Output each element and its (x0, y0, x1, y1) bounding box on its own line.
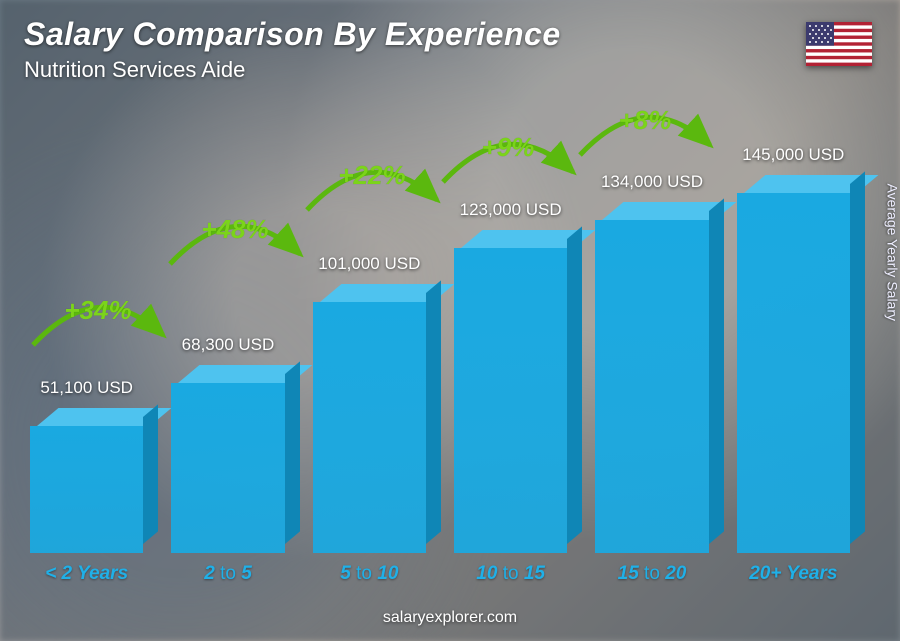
bar-value-label: 101,000 USD (318, 254, 420, 274)
bar-0: 51,100 USD < 2 Years (30, 378, 143, 585)
pct-increase-arrow: +22% (297, 150, 447, 220)
bar-value-label: 68,300 USD (182, 335, 275, 355)
bar-4: 134,000 USD 15 to 20 (595, 172, 708, 585)
bar-value-label: 123,000 USD (460, 200, 562, 220)
bar-3: 123,000 USD 10 to 15 (454, 200, 567, 585)
bar-shape (30, 408, 143, 553)
bar-category-label: 10 to 15 (476, 563, 545, 585)
bar-shape (737, 175, 850, 553)
header: Salary Comparison By Experience Nutritio… (24, 16, 561, 83)
bar-value-label: 51,100 USD (40, 378, 133, 398)
pct-increase-arrow: +8% (570, 95, 720, 165)
bar-shape (454, 230, 567, 553)
y-axis-label: Average Yearly Salary (884, 183, 900, 321)
bar-category-label: 5 to 10 (340, 563, 398, 585)
svg-text:+8%: +8% (619, 105, 672, 135)
pct-increase-arrow: +34% (23, 285, 173, 355)
bar-shape (313, 284, 426, 553)
svg-text:+9%: +9% (482, 132, 535, 162)
pct-increase-arrow: +48% (160, 204, 310, 274)
bar-category-label: 15 to 20 (618, 563, 687, 585)
bar-value-label: 145,000 USD (742, 145, 844, 165)
svg-text:+22%: +22% (338, 160, 405, 190)
bar-5: 145,000 USD 20+ Years (737, 145, 850, 585)
svg-text:+34%: +34% (65, 295, 132, 325)
bar-value-label: 134,000 USD (601, 172, 703, 192)
bar-category-label: 2 to 5 (204, 563, 252, 585)
pct-increase-arrow: +9% (433, 122, 583, 192)
page-title: Salary Comparison By Experience (24, 16, 561, 53)
bar-2: 101,000 USD 5 to 10 (313, 254, 426, 585)
svg-text:+48%: +48% (201, 214, 268, 244)
bar-1: 68,300 USD 2 to 5 (171, 335, 284, 585)
page-subtitle: Nutrition Services Aide (24, 57, 561, 83)
bar-category-label: < 2 Years (45, 563, 128, 585)
footer-credit: salaryexplorer.com (0, 609, 900, 627)
salary-bar-chart: 51,100 USD < 2 Years 68,300 USD 2 to 5 +34% 1… (30, 105, 850, 585)
bar-shape (171, 365, 284, 553)
bar-category-label: 20+ Years (749, 563, 837, 585)
bar-shape (595, 202, 708, 553)
us-flag-icon (806, 22, 872, 66)
